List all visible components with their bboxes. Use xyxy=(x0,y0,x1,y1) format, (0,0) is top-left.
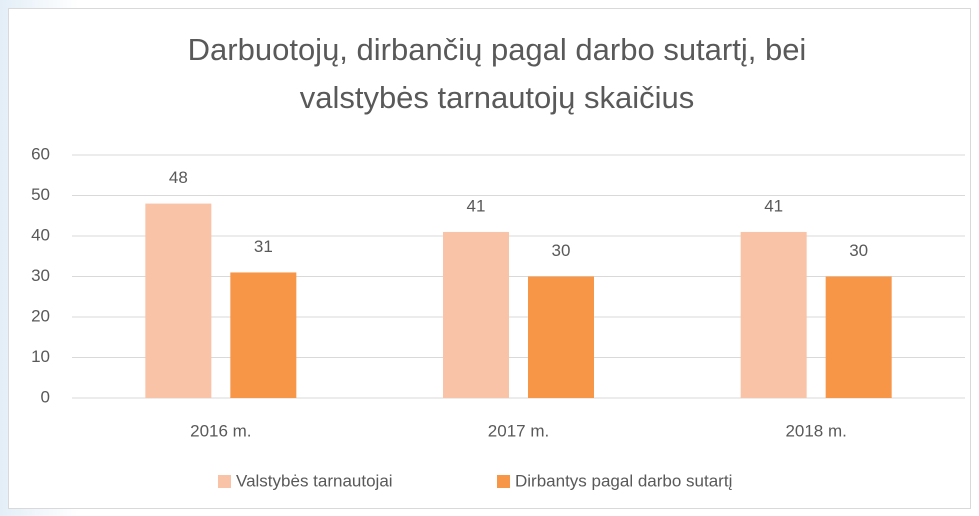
y-tick-label: 30 xyxy=(31,266,50,285)
bar xyxy=(443,231,509,398)
y-tick-label: 20 xyxy=(31,306,50,325)
bar xyxy=(528,276,594,398)
bar xyxy=(230,272,297,398)
y-tick-label: 50 xyxy=(31,185,50,204)
chart-title: valstybės tarnautojų skaičius xyxy=(300,80,695,115)
legend-swatch xyxy=(497,475,510,488)
data-label: 48 xyxy=(169,168,188,187)
legend-swatch xyxy=(218,475,231,488)
x-tick-label: 2017 m. xyxy=(488,421,549,440)
data-label: 31 xyxy=(254,237,273,256)
legend-label: Dirbantys pagal darbo sutartį xyxy=(515,471,733,490)
data-label: 41 xyxy=(467,196,486,215)
y-tick-label: 60 xyxy=(31,144,50,163)
y-tick-label: 0 xyxy=(41,387,50,406)
bar xyxy=(145,203,212,398)
legend-label: Valstybės tarnautojai xyxy=(236,471,393,490)
x-tick-label: 2016 m. xyxy=(190,421,251,440)
chart-title: Darbuotojų, dirbančių pagal darbo sutart… xyxy=(188,32,807,67)
data-label: 41 xyxy=(764,196,783,215)
y-tick-label: 10 xyxy=(31,347,50,366)
x-tick-label: 2018 m. xyxy=(785,421,846,440)
data-label: 30 xyxy=(552,241,571,260)
data-label: 30 xyxy=(849,241,868,260)
y-tick-label: 40 xyxy=(31,225,50,244)
bar xyxy=(740,231,807,398)
bar xyxy=(825,276,892,398)
